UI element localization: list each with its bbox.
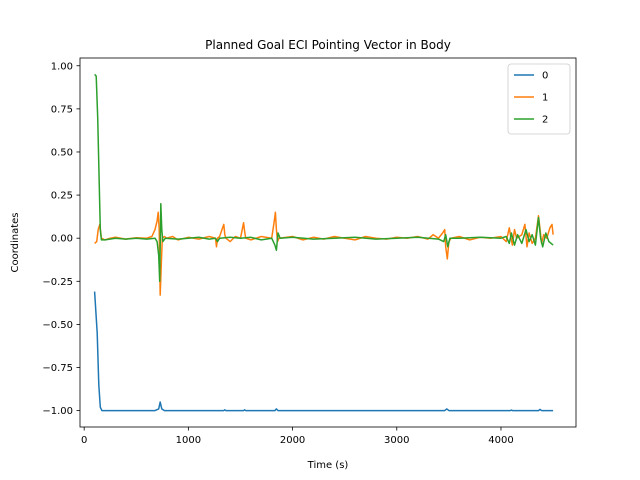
- y-axis-label: Coordinates: [10, 212, 21, 272]
- y-tick-label: 0.50: [51, 147, 73, 158]
- x-tick-label: 1000: [176, 435, 201, 446]
- legend: 0 1 2: [507, 63, 571, 135]
- y-tick-label: −0.50: [42, 320, 73, 331]
- plot-frame: [79, 57, 577, 428]
- y-tick-label: −1.00: [42, 406, 73, 417]
- y-tick-label: 0.75: [51, 104, 73, 115]
- legend-label-2: 2: [542, 115, 548, 126]
- y-tick-label: −0.75: [42, 363, 73, 374]
- x-tick-label: 4000: [488, 435, 513, 446]
- y-tick-label: 1.00: [51, 61, 73, 72]
- series-layer: [93, 73, 554, 412]
- series-line-1: [94, 211, 554, 296]
- y-tick-label: 0.00: [51, 234, 73, 245]
- legend-label-0: 0: [542, 71, 548, 82]
- x-tick-label: 2000: [280, 435, 305, 446]
- series-line-2: [94, 73, 554, 283]
- x-axis: 0 1000 2000 3000 4000: [81, 427, 514, 446]
- y-tick-label: −0.25: [42, 277, 73, 288]
- legend-label-1: 1: [542, 93, 548, 104]
- x-axis-label: Time (s): [307, 460, 349, 471]
- x-tick-label: 0: [81, 435, 87, 446]
- legend-box: [507, 63, 571, 135]
- series-line-0: [93, 291, 554, 412]
- x-tick-label: 3000: [384, 435, 409, 446]
- y-tick-label: 0.25: [51, 191, 73, 202]
- y-axis: −1.00 −0.75 −0.50 −0.25 0.00 0.25 0.50 0.75 1.00: [42, 61, 80, 417]
- chart-title: Planned Goal ECI Pointing Vector in Body: [205, 38, 451, 52]
